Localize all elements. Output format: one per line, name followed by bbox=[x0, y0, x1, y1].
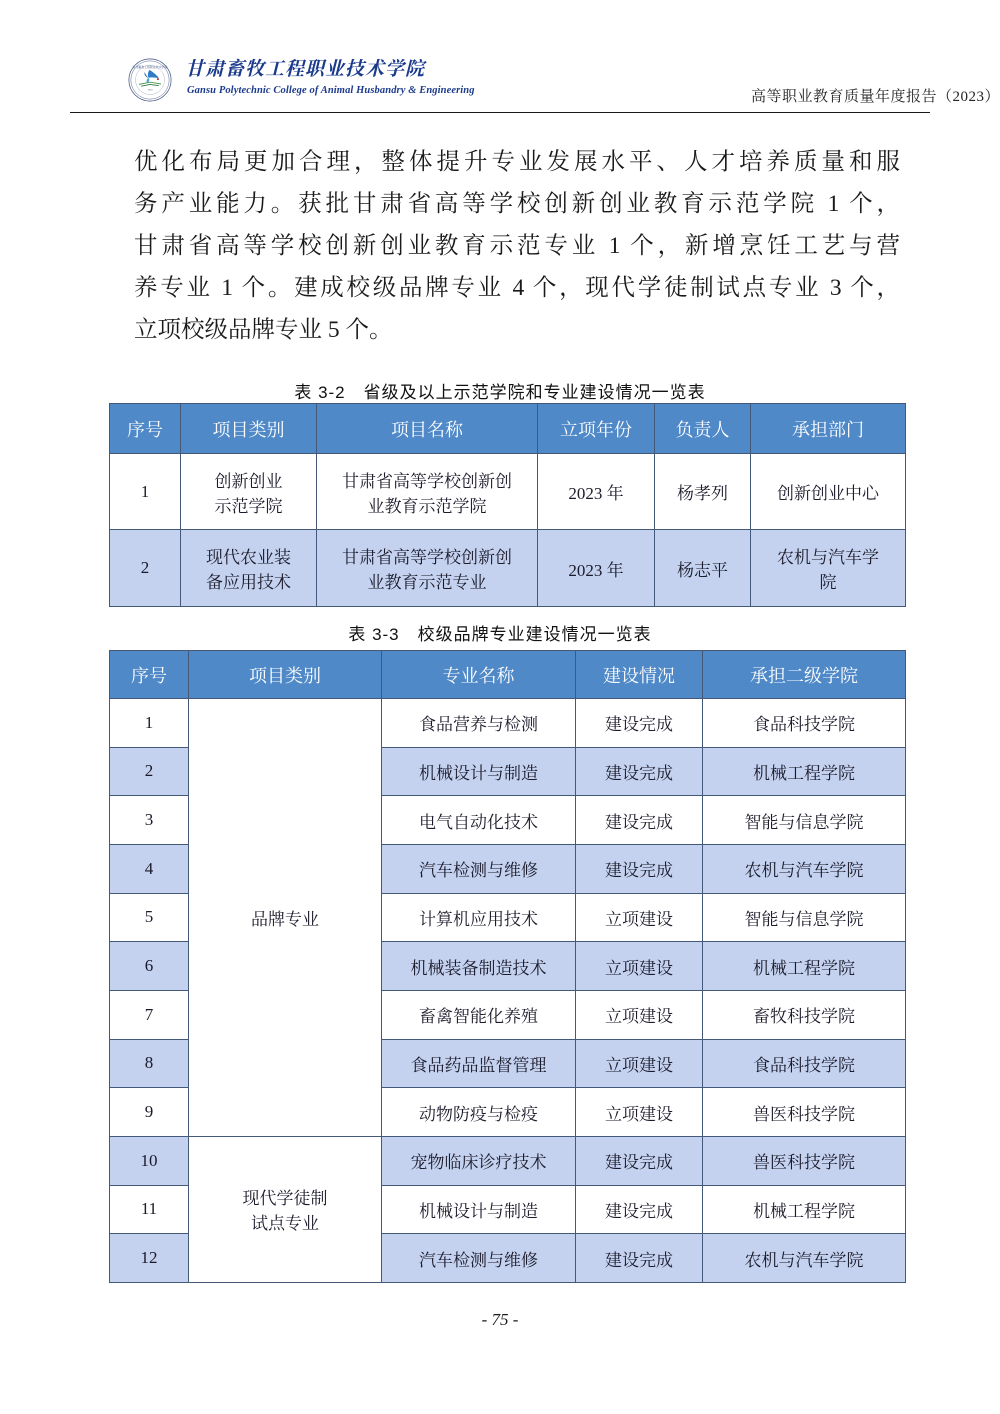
svg-text:1958: 1958 bbox=[148, 89, 154, 92]
svg-text:·甘肃畜牧工程职业技术学院·: ·甘肃畜牧工程职业技术学院· bbox=[132, 64, 168, 69]
